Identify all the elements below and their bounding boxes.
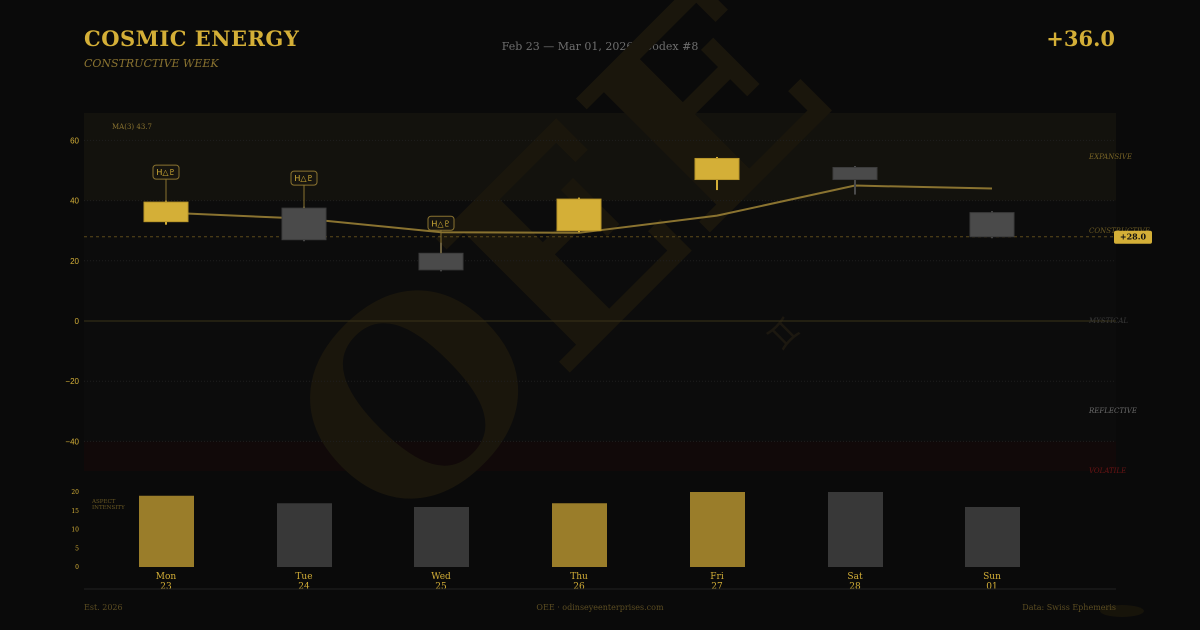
x-date-label: 24 — [298, 582, 310, 592]
y-tick-label: −20 — [65, 377, 79, 386]
y-tick-label: 20 — [70, 257, 79, 266]
x-date-label: 27 — [711, 582, 723, 592]
x-day-label: Tue — [295, 572, 312, 582]
intensity-bar — [965, 507, 1020, 567]
bar-y-tick: 10 — [71, 527, 79, 534]
x-day-label: Sun — [983, 572, 1001, 582]
zone-label-volatile: VOLATILE — [1089, 467, 1126, 475]
bar-ylabel: INTENSITY — [92, 505, 125, 511]
x-day-label: Mon — [156, 572, 177, 582]
zone-label-reflective: REFLECTIVE — [1088, 407, 1137, 415]
candle-body — [832, 166, 878, 181]
candle-body — [556, 198, 602, 232]
y-tick-label: 60 — [70, 136, 79, 145]
x-day-label: Sat — [847, 572, 863, 582]
candle-body — [143, 201, 189, 223]
bar-y-tick: 5 — [75, 545, 79, 552]
current-value-label: +28.0 — [1120, 232, 1147, 242]
intensity-bar — [828, 492, 883, 567]
x-date-label: 23 — [160, 582, 172, 592]
candle-body — [281, 207, 327, 241]
expansive-zone — [84, 113, 1116, 201]
aspect-label: H△♇ — [431, 219, 450, 228]
x-date-label: 26 — [573, 582, 585, 592]
aspect-badge — [427, 215, 455, 231]
page-subtitle: CONSTRUCTIVE WEEK — [84, 57, 219, 70]
aspect-label: H△♇ — [294, 174, 313, 183]
x-day-label: Wed — [431, 572, 451, 582]
page-title: COSMIC ENERGY — [84, 26, 300, 51]
eye-emblem-icon — [1100, 605, 1144, 617]
bar-y-tick: 15 — [71, 508, 79, 515]
x-date-label: 25 — [435, 582, 447, 592]
intensity-bar — [552, 503, 607, 567]
y-tick-label: 40 — [70, 197, 79, 206]
aspect-label: H△♇ — [156, 168, 175, 177]
y-tick-label: 0 — [75, 317, 80, 326]
candle-body — [969, 212, 1015, 238]
x-day-label: Thu — [570, 572, 588, 582]
x-date-label: 01 — [986, 582, 997, 592]
intensity-bar — [690, 492, 745, 567]
y-tick-label: −40 — [65, 437, 79, 446]
footer-data-source: Data: Swiss Ephemeris — [1022, 603, 1116, 612]
ma-label: MA(3) 43.7 — [112, 123, 152, 131]
zone-label-expansive: EXPANSIVE — [1088, 153, 1132, 161]
energy-score: +36.0 — [1046, 26, 1115, 51]
x-day-label: Fri — [710, 572, 724, 582]
footer-established: Est. 2026 — [84, 603, 123, 612]
zone-label-mystical: MYSTICAL — [1088, 317, 1128, 325]
footer-site-link[interactable]: OEE · odinseyeenterprises.com — [536, 603, 664, 612]
intensity-bar — [277, 503, 332, 567]
bar-y-tick: 0 — [75, 564, 79, 571]
bar-ylabel: ASPECT — [91, 499, 116, 505]
volatile-zone — [84, 441, 1116, 471]
x-date-label: 28 — [849, 582, 861, 592]
current-value-tag — [1114, 230, 1152, 244]
aspect-badge — [290, 170, 318, 186]
aspect-badge — [152, 164, 180, 180]
intensity-bar — [414, 507, 469, 567]
candle-body — [418, 252, 464, 271]
date-range: Feb 23 — Mar 01, 2026 · Codex #8 — [501, 40, 699, 53]
intensity-bar — [139, 495, 194, 567]
bar-y-tick: 20 — [71, 489, 79, 496]
candle-body — [694, 157, 740, 181]
